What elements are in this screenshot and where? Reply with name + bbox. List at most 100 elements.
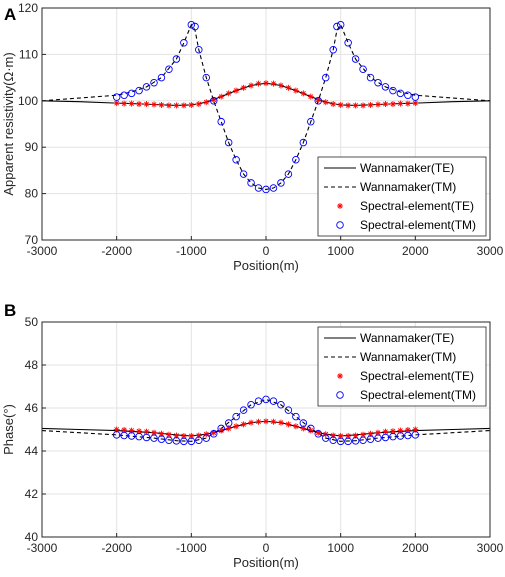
data-point-circle	[344, 437, 352, 446]
data-point-circle	[389, 432, 397, 441]
data-point-asterisk	[218, 93, 225, 100]
data-point-asterisk	[345, 102, 352, 109]
asterisk-stroke	[308, 94, 314, 100]
legend-box	[317, 156, 487, 237]
data-point-asterisk	[225, 90, 232, 97]
asterisk-stroke	[233, 88, 239, 94]
asterisk-stroke	[129, 428, 135, 433]
asterisk-stroke	[188, 102, 194, 108]
asterisk-stroke	[345, 103, 351, 108]
x-tick-label: 0	[263, 541, 270, 555]
data-point-circle	[202, 73, 211, 82]
asterisk-stroke	[323, 99, 329, 105]
data-point-asterisk	[143, 101, 150, 108]
data-point-circle	[127, 432, 136, 440]
data-point-circle	[195, 436, 203, 445]
data-point-asterisk	[248, 82, 255, 89]
y-tick-label: 50	[25, 315, 39, 329]
asterisk-stroke	[166, 103, 172, 108]
asterisk-stroke	[383, 101, 388, 107]
asterisk-stroke	[233, 423, 239, 429]
data-point-circle	[217, 117, 225, 126]
data-point-circle	[187, 20, 196, 29]
data-point-circle	[187, 437, 196, 446]
asterisk-stroke	[293, 88, 299, 94]
data-point-circle	[374, 78, 382, 87]
asterisk-stroke	[248, 83, 254, 88]
asterisk-stroke	[121, 101, 127, 107]
data-point-asterisk	[255, 418, 262, 425]
legend-circle-swatch	[336, 391, 344, 399]
data-point-circle	[157, 435, 166, 443]
legend-entry-label: Wannamaker(TE)	[360, 331, 454, 345]
data-point-asterisk	[255, 80, 262, 87]
data-point-circle	[307, 424, 315, 433]
data-point-asterisk	[173, 102, 180, 109]
asterisk-stroke	[211, 430, 217, 436]
chart-panel-B: -3000 -2000 -1000 0 1000 2000 3000 40 42 44 46 48 50…	[1, 301, 504, 570]
y-tick-label: 100	[18, 94, 38, 108]
asterisk-stroke	[285, 421, 291, 427]
data-point-asterisk	[292, 87, 299, 94]
asterisk-stroke	[397, 428, 403, 433]
asterisk-stroke	[196, 101, 202, 107]
data-point-circle	[269, 397, 278, 405]
data-point-circle	[202, 434, 211, 442]
data-point-asterisk	[360, 102, 367, 109]
asterisk-stroke	[136, 428, 142, 434]
asterisk-stroke	[241, 85, 247, 91]
data-point-asterisk	[113, 100, 120, 107]
data-point-circle	[336, 437, 345, 446]
x-tick-label: 0	[263, 244, 270, 258]
data-point-circle	[329, 436, 337, 445]
data-point-circle	[247, 401, 255, 409]
asterisk-stroke	[390, 428, 396, 434]
data-point-asterisk	[270, 418, 277, 425]
data-point-asterisk	[151, 101, 157, 108]
data-point-circle	[374, 434, 382, 442]
data-point-circle	[142, 433, 151, 442]
data-point-asterisk	[188, 101, 195, 108]
data-point-circle	[232, 412, 240, 421]
data-point-circle	[172, 437, 181, 445]
asterisk-stroke	[159, 431, 164, 437]
asterisk-stroke	[368, 431, 373, 437]
x-tick-label: 2000	[402, 541, 429, 555]
data-point-asterisk	[337, 101, 344, 108]
data-point-circle	[150, 78, 158, 87]
series-line	[41, 398, 491, 442]
data-point-circle	[239, 406, 248, 414]
data-point-asterisk	[233, 423, 240, 430]
asterisk-stroke	[397, 101, 403, 107]
asterisk-stroke	[405, 101, 411, 107]
legend-asterisk-swatch	[337, 203, 343, 209]
data-point-circle	[180, 39, 188, 47]
data-point-asterisk	[382, 428, 389, 435]
data-point-circle	[209, 97, 218, 105]
data-point-asterisk	[389, 101, 396, 108]
asterisk-stroke	[360, 432, 366, 438]
asterisk-stroke	[263, 418, 269, 424]
x-tick-label: 3000	[477, 244, 504, 258]
asterisk-stroke	[256, 419, 261, 425]
asterisk-stroke	[181, 103, 187, 108]
data-point-circle	[254, 184, 263, 192]
data-point-asterisk	[322, 431, 329, 438]
y-tick-label: 40	[25, 530, 39, 544]
data-point-circle	[404, 91, 412, 99]
data-point-asterisk	[121, 100, 128, 107]
y-tick-label: 110	[19, 47, 38, 61]
data-point-asterisk	[307, 427, 314, 434]
data-point-asterisk	[382, 101, 389, 108]
data-point-circle	[142, 83, 151, 91]
data-point-asterisk	[195, 101, 202, 108]
series-spectral-element-tm-	[112, 20, 420, 194]
data-point-asterisk	[330, 101, 337, 108]
panel-label: B	[4, 301, 16, 320]
data-point-circle	[411, 93, 420, 101]
asterisk-stroke	[144, 429, 149, 435]
data-point-circle	[239, 170, 248, 178]
data-point-circle	[120, 431, 128, 440]
data-point-circle	[232, 155, 240, 164]
